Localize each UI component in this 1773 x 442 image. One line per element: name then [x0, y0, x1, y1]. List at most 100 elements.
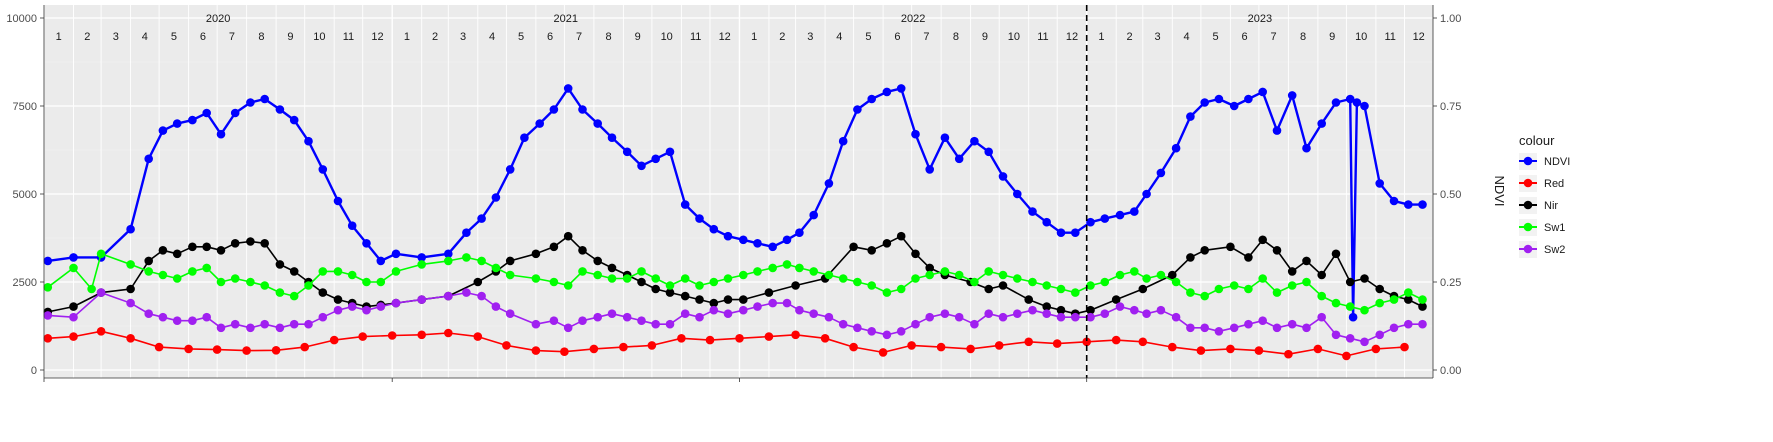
- data-point-red: [271, 346, 281, 355]
- data-point-sw1: [376, 277, 386, 287]
- axes: 0 2500 5000 7500 10000 0.00 0.25 0.50 0.75 1.00 ND…: [6, 5, 1507, 382]
- data-point-ndvi: [782, 235, 792, 245]
- data-point-nir: [764, 288, 774, 297]
- data-point-red: [1284, 349, 1293, 359]
- data-point-red: [1371, 344, 1381, 354]
- data-point-nir: [202, 242, 211, 252]
- data-point-ndvi: [43, 256, 53, 266]
- data-point-nir: [925, 263, 934, 273]
- data-point-ndvi: [318, 165, 328, 174]
- data-point-ndvi: [1352, 98, 1362, 107]
- data-point-sw2: [1345, 334, 1355, 343]
- data-point-ndvi: [795, 228, 804, 237]
- month-label: 11: [343, 31, 354, 43]
- data-point-nir: [867, 246, 876, 255]
- data-point-nir: [882, 239, 892, 248]
- data-point-nir: [1111, 295, 1121, 304]
- data-point-sw1: [1229, 281, 1239, 290]
- data-point-ndvi: [1404, 200, 1413, 209]
- data-point-ndvi: [940, 133, 950, 142]
- legend-key-point: [1523, 244, 1533, 254]
- data-point-sw2: [954, 312, 964, 322]
- data-point-red: [184, 344, 193, 354]
- month-label: 11: [690, 31, 701, 43]
- data-point-sw1: [739, 270, 748, 280]
- data-point-sw1: [1200, 291, 1209, 301]
- month-label: 5: [865, 31, 871, 43]
- month-label: 2: [84, 31, 90, 43]
- data-point-sw1: [202, 263, 211, 273]
- data-point-nir: [1200, 246, 1209, 255]
- data-point-ndvi: [896, 84, 906, 93]
- data-point-red: [69, 332, 78, 341]
- month-label: 6: [1242, 31, 1248, 43]
- y-tick-label: 7500: [13, 101, 37, 113]
- data-point-ndvi: [824, 179, 834, 188]
- data-point-ndvi: [1348, 312, 1358, 322]
- month-label: 12: [719, 31, 731, 43]
- data-point-sw1: [1317, 291, 1326, 301]
- data-point-sw2: [853, 323, 862, 333]
- data-point-red: [473, 332, 483, 341]
- data-point-sw2: [246, 323, 255, 333]
- month-label: 9: [982, 31, 988, 43]
- data-point-ndvi: [260, 94, 270, 104]
- data-point-nir: [1287, 267, 1297, 276]
- data-point-ndvi: [1071, 228, 1080, 237]
- data-point-sw1: [1418, 295, 1427, 304]
- data-point-red: [1082, 337, 1091, 347]
- data-point-nir: [1226, 242, 1235, 252]
- y-tick-label: 10000: [6, 13, 37, 25]
- data-point-sw2: [998, 312, 1008, 322]
- data-point-sw2: [172, 316, 182, 326]
- data-point-sw2: [709, 305, 719, 315]
- data-point-nir: [607, 263, 617, 273]
- data-point-ndvi: [838, 136, 848, 146]
- data-point-sw1: [1115, 270, 1125, 280]
- data-point-sw2: [1360, 337, 1369, 347]
- month-label: 3: [460, 31, 466, 43]
- data-point-red: [126, 334, 135, 343]
- data-point-red: [966, 344, 975, 354]
- data-point-red: [358, 332, 368, 341]
- data-point-ndvi: [1130, 207, 1139, 216]
- data-point-ndvi: [172, 119, 182, 128]
- data-point-sw2: [333, 305, 343, 315]
- month-label: 4: [836, 31, 842, 43]
- data-point-sw2: [1272, 323, 1282, 333]
- data-point-sw2: [304, 319, 313, 329]
- data-point-ndvi: [1056, 228, 1066, 237]
- data-point-nir: [230, 239, 240, 248]
- data-point-sw1: [144, 267, 153, 276]
- data-point-sw2: [1042, 309, 1051, 319]
- data-point-ndvi: [1331, 98, 1341, 107]
- month-label: 5: [1213, 31, 1219, 43]
- legend-label: NDVI: [1544, 156, 1570, 168]
- data-point-ndvi: [1287, 91, 1297, 100]
- data-point-ndvi: [867, 94, 876, 104]
- data-point-sw2: [637, 316, 646, 326]
- data-point-sw2: [970, 319, 979, 329]
- data-point-sw2: [216, 323, 226, 333]
- data-point-sw2: [1100, 309, 1110, 319]
- data-point-ndvi: [809, 210, 818, 220]
- data-point-ndvi: [578, 105, 587, 114]
- data-point-sw2: [1130, 305, 1139, 315]
- data-point-sw1: [43, 283, 53, 292]
- legend-title: colour: [1519, 133, 1555, 148]
- data-point-ndvi: [549, 105, 559, 114]
- data-point-nir: [1042, 302, 1051, 311]
- data-point-sw1: [1028, 277, 1037, 287]
- data-point-ndvi: [753, 239, 762, 248]
- data-point-ndvi: [1028, 207, 1037, 216]
- data-point-ndvi: [333, 196, 343, 206]
- month-label: 9: [635, 31, 641, 43]
- month-label: 3: [1155, 31, 1161, 43]
- data-point-sw2: [417, 295, 427, 304]
- data-point-nir: [984, 284, 993, 294]
- data-point-ndvi: [911, 129, 920, 139]
- data-point-sw1: [333, 267, 343, 276]
- month-label: 9: [1329, 31, 1335, 43]
- data-point-sw1: [984, 267, 993, 276]
- data-point-sw2: [1056, 312, 1066, 322]
